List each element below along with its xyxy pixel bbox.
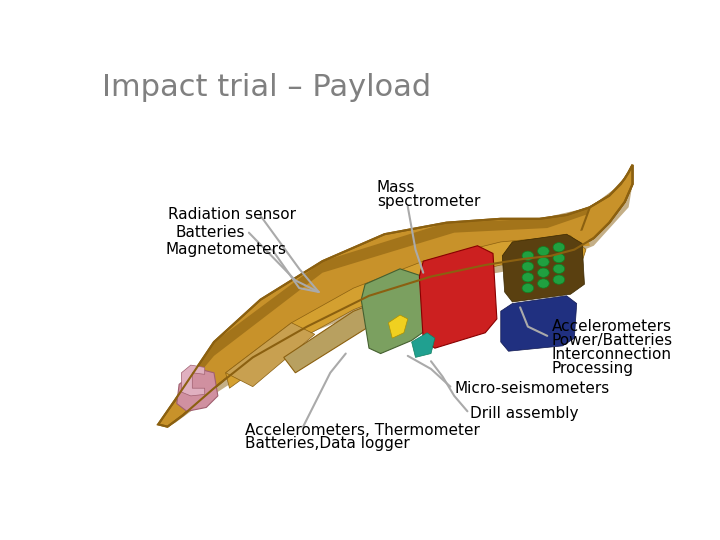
Polygon shape bbox=[168, 184, 632, 427]
Text: Mass: Mass bbox=[377, 180, 415, 195]
Ellipse shape bbox=[553, 275, 564, 284]
Polygon shape bbox=[419, 246, 497, 348]
Text: Micro-seismometers: Micro-seismometers bbox=[454, 381, 610, 396]
Text: Batteries,Data logger: Batteries,Data logger bbox=[245, 436, 410, 451]
Polygon shape bbox=[225, 323, 315, 387]
Ellipse shape bbox=[522, 262, 534, 271]
Text: Impact trial – Payload: Impact trial – Payload bbox=[102, 72, 431, 102]
Text: Processing: Processing bbox=[552, 361, 634, 376]
Polygon shape bbox=[500, 296, 577, 351]
Polygon shape bbox=[503, 234, 585, 302]
Polygon shape bbox=[181, 365, 204, 396]
Ellipse shape bbox=[553, 253, 564, 262]
Ellipse shape bbox=[522, 273, 534, 282]
Text: Accelerometers, Thermometer: Accelerometers, Thermometer bbox=[245, 423, 480, 438]
Polygon shape bbox=[158, 165, 632, 427]
Ellipse shape bbox=[538, 268, 549, 278]
Ellipse shape bbox=[522, 284, 534, 293]
Text: Magnetometers: Magnetometers bbox=[165, 242, 286, 257]
Polygon shape bbox=[284, 284, 438, 373]
Ellipse shape bbox=[553, 264, 564, 273]
Text: Drill assembly: Drill assembly bbox=[469, 406, 578, 421]
Ellipse shape bbox=[538, 247, 549, 256]
Ellipse shape bbox=[538, 279, 549, 288]
Polygon shape bbox=[575, 165, 632, 249]
Text: Accelerometers: Accelerometers bbox=[552, 319, 672, 334]
Ellipse shape bbox=[538, 257, 549, 267]
Text: Interconnection: Interconnection bbox=[552, 347, 672, 362]
Polygon shape bbox=[388, 315, 408, 338]
Text: Batteries: Batteries bbox=[175, 225, 245, 240]
Text: spectrometer: spectrometer bbox=[377, 194, 480, 210]
Polygon shape bbox=[412, 333, 435, 357]
Text: Power/Batteries: Power/Batteries bbox=[552, 333, 673, 348]
Text: Radiation sensor: Radiation sensor bbox=[168, 207, 295, 222]
Ellipse shape bbox=[522, 251, 534, 260]
Polygon shape bbox=[245, 231, 590, 367]
Polygon shape bbox=[225, 236, 586, 388]
Polygon shape bbox=[158, 165, 632, 424]
Polygon shape bbox=[361, 269, 431, 354]
Polygon shape bbox=[177, 369, 218, 411]
Ellipse shape bbox=[553, 242, 564, 252]
